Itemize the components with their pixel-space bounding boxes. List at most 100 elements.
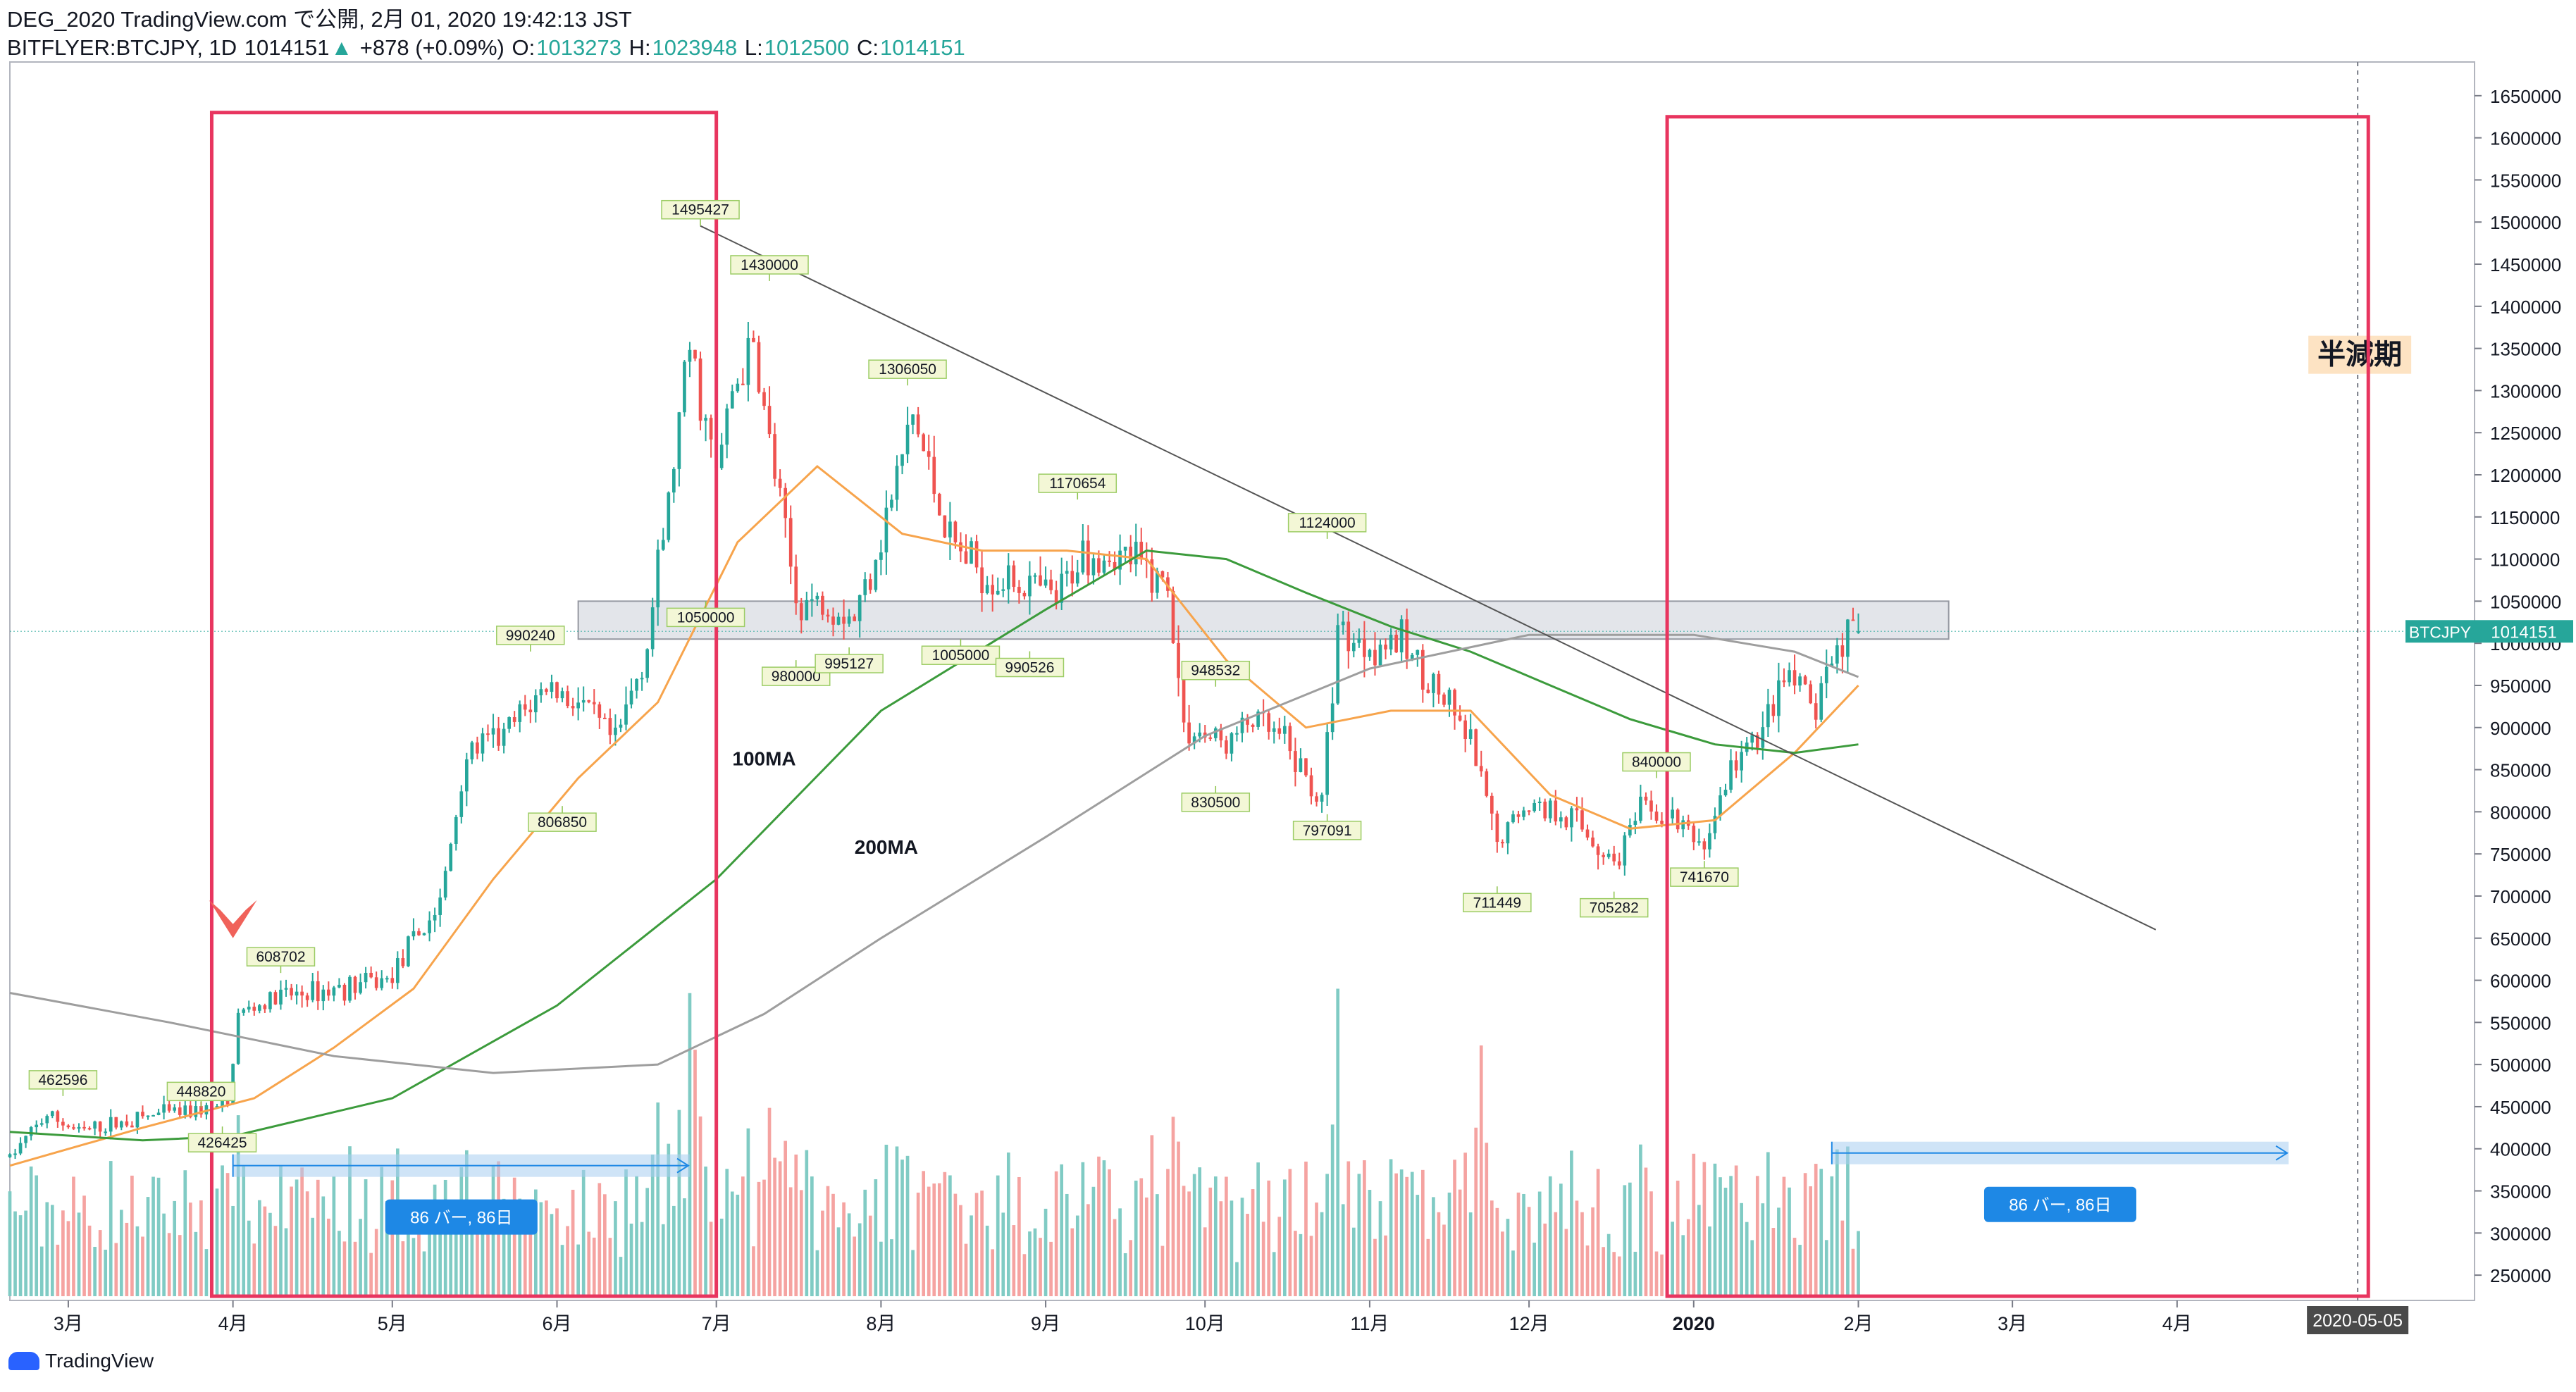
volume-bar <box>1511 1250 1515 1297</box>
volume-bar <box>1474 1127 1478 1297</box>
volume-bar <box>1081 1162 1085 1297</box>
candle-body <box>614 727 617 735</box>
price-tick-label: 900000 <box>2490 718 2551 739</box>
volume-bar <box>884 1144 888 1297</box>
volume-bar <box>1681 1235 1685 1297</box>
volume-bar <box>385 1201 389 1297</box>
candle-body <box>1166 577 1170 591</box>
candle-body <box>326 989 330 996</box>
halving-note-bg <box>2308 335 2412 374</box>
price-tick-label: 250000 <box>2490 1265 2551 1286</box>
volume-bar <box>1150 1135 1154 1297</box>
volume-bar <box>826 1186 830 1297</box>
open-label: O: <box>512 35 535 60</box>
volume-bar <box>1044 1208 1048 1297</box>
volume-bar <box>991 1249 995 1297</box>
candle-body <box>1676 809 1680 830</box>
candle-body <box>369 972 373 978</box>
time-tick-label: 8月 <box>866 1313 896 1334</box>
volume-bar <box>1468 1212 1473 1297</box>
volume-bar <box>295 1179 299 1297</box>
volume-bar <box>300 1167 304 1297</box>
price-tick-label: 850000 <box>2490 760 2551 781</box>
candle-body <box>1564 817 1568 828</box>
candle-body <box>119 1121 123 1128</box>
volume-bar <box>1330 1124 1335 1297</box>
candle-body <box>863 579 867 595</box>
candle-body <box>1405 619 1409 659</box>
candle-body <box>167 1104 171 1111</box>
volume-bar <box>645 1188 649 1297</box>
candle-body <box>1527 810 1531 812</box>
candle-body <box>502 728 506 746</box>
volume-bar <box>1213 1176 1218 1297</box>
price-annotation-box <box>528 812 597 832</box>
highlight-box-2 <box>1665 115 2370 1298</box>
volume-bar <box>767 1107 772 1297</box>
volume-bar <box>1416 1195 1420 1297</box>
candle-body <box>545 689 548 692</box>
volume-bar <box>1256 1162 1260 1297</box>
candle-body <box>1798 676 1802 686</box>
candle-body <box>1251 724 1255 727</box>
volume-bar <box>799 1190 803 1297</box>
volume-bar <box>614 1201 617 1297</box>
volume-bar <box>1182 1186 1186 1297</box>
volume-bar <box>50 1205 54 1297</box>
volume-bar <box>39 1246 44 1297</box>
ma-text-label: 100MA <box>732 748 795 770</box>
candle-body <box>1644 796 1648 801</box>
time-axis: 3月 4月 5月 6月 7月 8月 9月 10月 11月 12月 2020 2月 3月 4月 <box>54 1300 2192 1334</box>
candle-body <box>130 1125 134 1128</box>
candle-body <box>895 466 899 500</box>
candle-body <box>1044 579 1048 586</box>
volume-bar <box>257 1200 261 1297</box>
volume-bar <box>438 1225 442 1297</box>
volume-bar <box>592 1237 596 1297</box>
candle-body <box>1681 820 1685 830</box>
volume-bar <box>1225 1176 1228 1297</box>
measure-label: 86 バー, 86日 <box>410 1209 512 1228</box>
tradingview-logo[interactable]: TradingView <box>8 1350 154 1372</box>
volume-bar <box>1824 1240 1828 1297</box>
price-annotation-box <box>246 947 316 967</box>
volume-bar <box>24 1210 27 1297</box>
candle-body <box>539 689 543 695</box>
volume-bar <box>1458 1189 1462 1297</box>
high-label: H: <box>628 35 651 60</box>
candle-body <box>1792 670 1797 686</box>
volume-bar <box>199 1200 203 1297</box>
candle-body <box>438 897 442 915</box>
volume-bar <box>1639 1144 1642 1297</box>
symbol-tag-label: BTCJPY <box>2409 623 2471 641</box>
volume-bar <box>1548 1176 1552 1297</box>
candle-body <box>1750 735 1754 743</box>
candle-body <box>996 590 1000 595</box>
volume-bar <box>353 1241 357 1297</box>
candle-body <box>263 1005 267 1009</box>
volume-bar <box>1755 1176 1759 1297</box>
candle-body <box>407 936 410 967</box>
candle-body <box>1453 690 1456 716</box>
candle-body <box>1294 751 1297 772</box>
candle-body <box>252 1007 256 1011</box>
candle-body <box>268 992 272 1009</box>
volume-bar <box>1803 1173 1807 1297</box>
volume-bar <box>1006 1152 1010 1297</box>
candle-body <box>1272 728 1276 732</box>
candle-body <box>24 1136 27 1143</box>
halving-date-tag <box>2307 1306 2409 1334</box>
candle-body <box>1490 795 1494 814</box>
volume-bar <box>188 1203 192 1297</box>
low-value: 1012500 <box>764 35 850 60</box>
volume-bar <box>905 1155 910 1297</box>
publish-line: DEG_2020 TradingView.com で公開, 2月 01, 202… <box>7 7 632 32</box>
volume-bar <box>114 1243 118 1297</box>
candle-body <box>1442 694 1446 705</box>
volume-bar <box>242 1166 246 1297</box>
volume-bars <box>8 988 1860 1297</box>
time-tick-label: 4月 <box>218 1313 248 1334</box>
trendline <box>700 225 2157 931</box>
volume-bar <box>1501 1231 1504 1297</box>
